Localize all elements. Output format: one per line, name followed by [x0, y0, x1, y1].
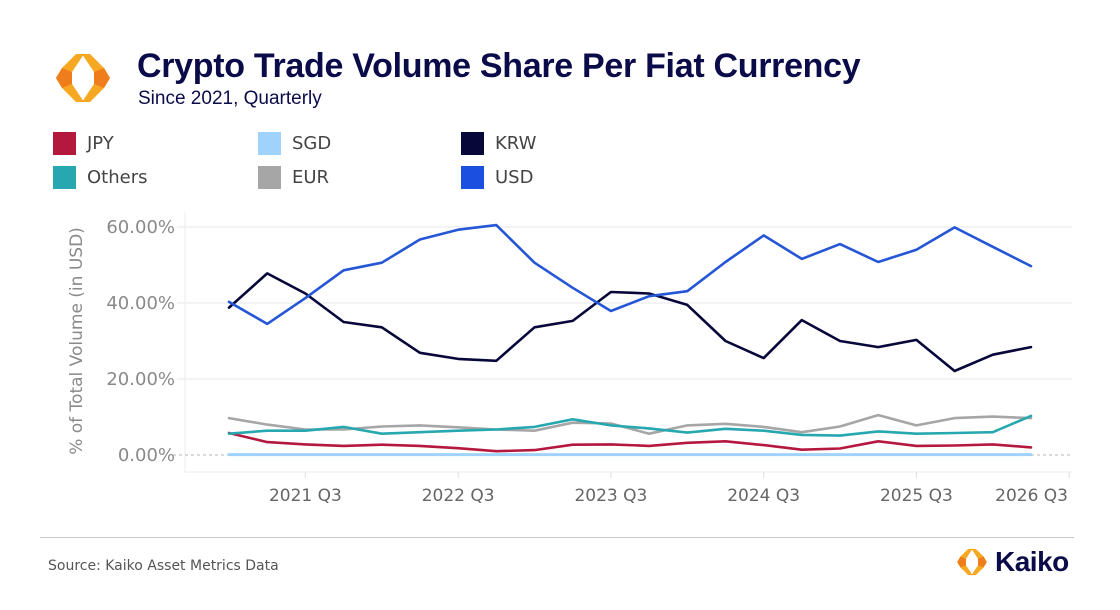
x-tick-label: 2021 Q3: [269, 486, 342, 506]
x-tick-label: 2024 Q3: [727, 486, 800, 506]
legend-item-jpy[interactable]: JPY: [53, 131, 114, 155]
series-lines: [227, 223, 1033, 457]
y-tick-label: 60.00%: [106, 217, 175, 238]
source-note: Source: Kaiko Asset Metrics Data: [48, 558, 279, 574]
x-tick-label: 2023 Q3: [574, 486, 647, 506]
x-tick-label: 2026 Q3: [995, 486, 1068, 506]
chart-subtitle: Since 2021, Quarterly: [138, 88, 322, 109]
footer-divider: [40, 537, 1074, 538]
y-axis: 0.00% 20.00% 40.00% 60.00%: [106, 217, 175, 466]
chart-title: Crypto Trade Volume Share Per Fiat Curre…: [137, 47, 861, 85]
series-line-jpy[interactable]: [227, 431, 1033, 453]
y-tick-label: 40.00%: [106, 293, 175, 314]
legend-item-sgd[interactable]: SGD: [258, 131, 331, 155]
legend-swatch-jpy: [53, 131, 76, 155]
legend-swatch-sgd: [258, 131, 281, 155]
line-chart: 0.00%20.00%40.00%60.00% 2021 Q3 2022 Q3 20…: [67, 212, 1072, 506]
series-line-usd[interactable]: [227, 223, 1033, 326]
x-axis: 2021 Q3 2022 Q3 2023 Q3 2024 Q3 2025 Q3 2026 …: [269, 472, 1070, 506]
brand: Kaiko: [955, 546, 1069, 578]
legend-item-krw[interactable]: KRW: [461, 131, 536, 155]
gridlines: [173, 212, 1072, 473]
legend-label-others: Others: [87, 166, 148, 188]
legend-swatch-others: [53, 165, 76, 189]
brand-name: Kaiko: [995, 546, 1069, 577]
legend-label-jpy: JPY: [87, 132, 114, 154]
kaiko-brand-icon: [957, 548, 987, 576]
legend-item-others[interactable]: Others: [53, 165, 148, 189]
series-line-krw[interactable]: [227, 272, 1033, 373]
legend-label-usd: USD: [495, 166, 534, 188]
y-tick-label: 0.00%: [118, 445, 175, 466]
x-tick-label: 2022 Q3: [422, 486, 495, 506]
y-tick-label: 20.00%: [106, 369, 175, 390]
series-line-others[interactable]: [227, 414, 1033, 437]
legend-label-eur: EUR: [292, 166, 330, 188]
legend-label-sgd: SGD: [292, 132, 332, 154]
y-axis-title: % of Total Volume (in USD): [67, 227, 87, 455]
legend: JPY SGD KRW Others EUR USD: [53, 131, 653, 195]
legend-label-krw: KRW: [495, 132, 537, 154]
x-tick-label: 2025 Q3: [880, 486, 953, 506]
legend-swatch-eur: [258, 165, 281, 189]
legend-swatch-usd: [461, 165, 484, 189]
legend-item-usd[interactable]: USD: [461, 165, 533, 189]
series-line-eur[interactable]: [227, 413, 1033, 436]
kaiko-logo-icon: [56, 54, 110, 102]
legend-item-eur[interactable]: EUR: [258, 165, 329, 189]
legend-swatch-krw: [461, 131, 484, 155]
